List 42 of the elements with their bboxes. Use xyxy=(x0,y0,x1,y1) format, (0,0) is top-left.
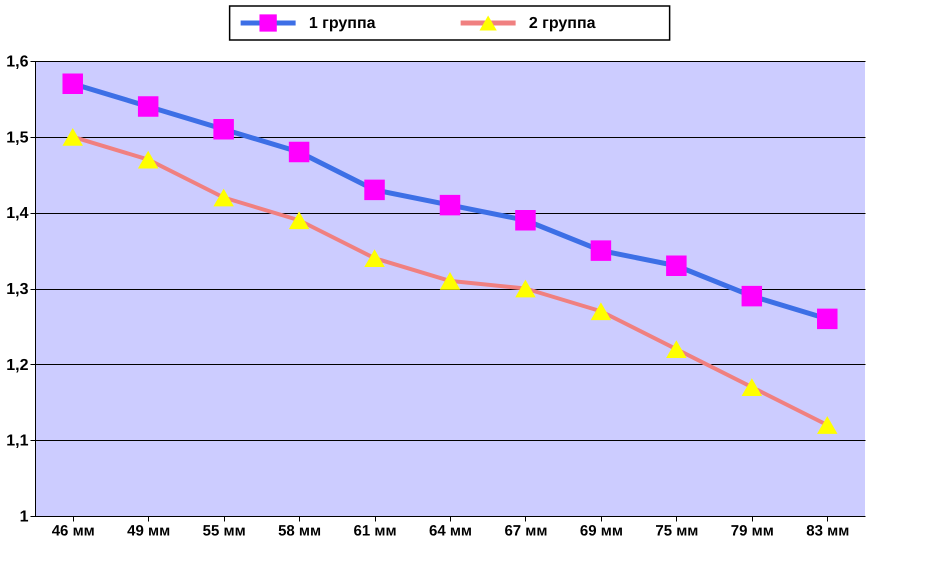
point xyxy=(666,340,687,358)
point xyxy=(590,240,612,261)
y-tick-label: 1,3 xyxy=(6,281,29,298)
point xyxy=(440,272,460,290)
point xyxy=(742,286,762,306)
point xyxy=(213,119,234,140)
point xyxy=(138,150,158,168)
x-tick-label: 58 мм xyxy=(278,522,322,540)
point xyxy=(62,128,83,146)
legend-label: 1 группа xyxy=(308,15,376,32)
point xyxy=(364,249,385,268)
point xyxy=(515,280,536,298)
y-tick-label: 1 xyxy=(20,508,29,526)
x-tick-label: 49 мм xyxy=(127,522,170,540)
point xyxy=(288,142,310,162)
point xyxy=(817,416,838,434)
point xyxy=(666,256,687,276)
legend-label: 2 группа xyxy=(528,15,596,32)
point xyxy=(515,210,536,230)
x-tick-label: 55 мм xyxy=(202,522,246,540)
point xyxy=(440,194,460,216)
point xyxy=(364,180,385,200)
point xyxy=(742,378,762,396)
x-tick-label: 79 мм xyxy=(730,522,774,540)
x-tick-label: 75 мм xyxy=(655,522,698,540)
y-tick-label: 1,2 xyxy=(6,356,29,374)
x-tick-label: 69 мм xyxy=(580,522,623,540)
x-tick-label: 83 мм xyxy=(806,522,850,540)
point xyxy=(590,302,612,320)
y-tick-label: 1,4 xyxy=(6,205,29,222)
x-tick-label: 46 мм xyxy=(52,522,95,540)
x-tick-label: 64 мм xyxy=(428,522,472,540)
point xyxy=(288,211,310,230)
y-tick-label: 1,1 xyxy=(6,432,29,450)
point xyxy=(62,74,83,94)
point xyxy=(213,188,234,206)
x-tick-label: 61 мм xyxy=(354,522,397,540)
y-tick-label: 1,6 xyxy=(6,54,29,70)
point xyxy=(138,96,158,117)
x-tick-label: 67 мм xyxy=(504,522,548,540)
point xyxy=(817,308,838,330)
y-tick-label: 1,5 xyxy=(6,129,29,146)
